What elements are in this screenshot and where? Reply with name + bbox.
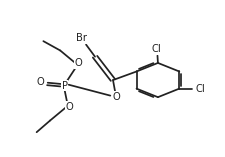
Text: P: P [61, 81, 68, 90]
Text: O: O [74, 58, 82, 68]
Text: O: O [65, 102, 73, 112]
Text: Br: Br [76, 33, 87, 43]
Text: Cl: Cl [195, 84, 205, 94]
Text: O: O [112, 92, 119, 102]
Text: Cl: Cl [151, 44, 161, 54]
Text: O: O [37, 77, 44, 87]
